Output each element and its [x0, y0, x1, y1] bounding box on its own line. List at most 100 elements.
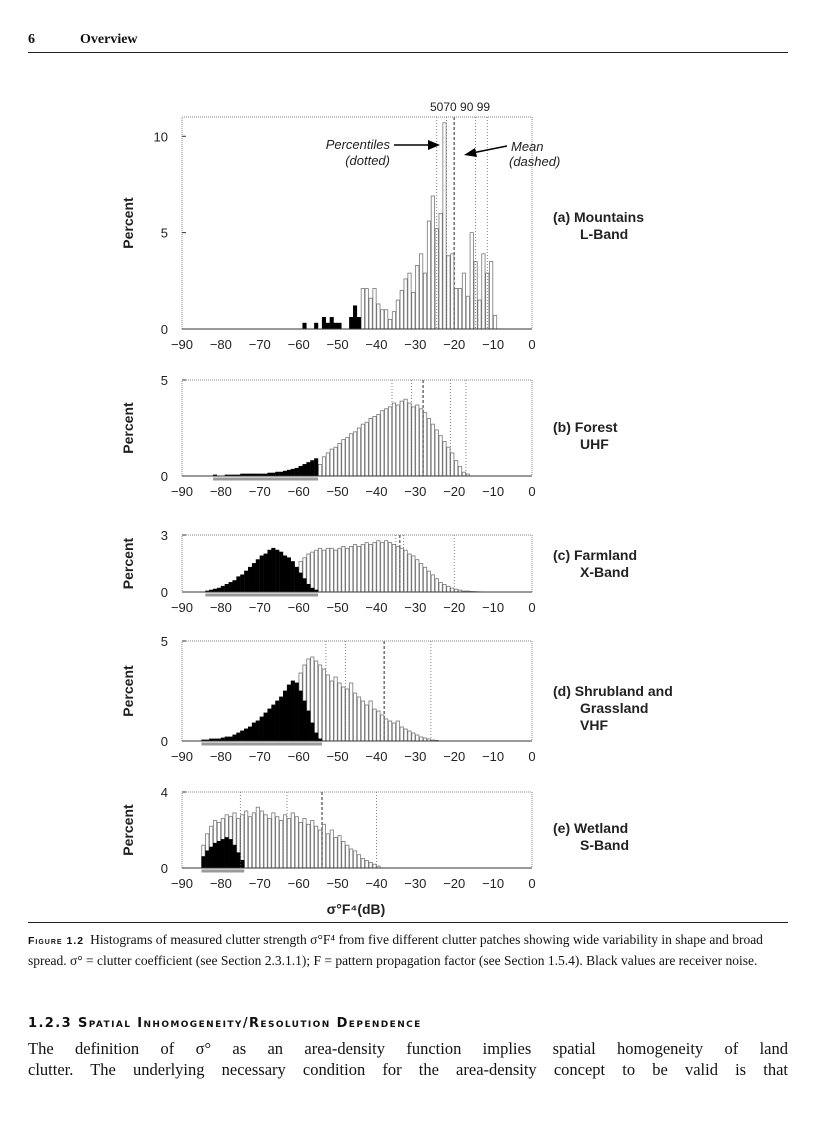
clutter-bar — [403, 728, 408, 742]
noise-bar — [310, 722, 315, 742]
clutter-bar — [407, 553, 412, 593]
clutter-bar — [321, 823, 326, 869]
clutter-bar — [321, 456, 326, 477]
clutter-bar — [407, 272, 412, 330]
clutter-bar — [419, 736, 424, 742]
clutter-bar — [477, 299, 482, 330]
noise-bar — [201, 856, 206, 869]
clutter-bar — [341, 686, 346, 742]
figure-histograms: −90 −80 −70 −60 −50 −40 −30 −20 −10 0 0 5 10 Percent −… — [120, 100, 560, 917]
clutter-bar — [368, 861, 373, 869]
clutter-bar — [465, 295, 470, 330]
body-line: The definition of σ° as an area-density … — [28, 1039, 788, 1058]
clutter-bar — [426, 570, 431, 593]
clutter-bar — [384, 408, 389, 477]
clutter-bar — [360, 423, 365, 477]
figure-rule — [28, 922, 788, 923]
clutter-bar — [286, 818, 291, 869]
clutter-bar — [341, 546, 346, 593]
clutter-bar — [446, 255, 451, 330]
noise-bar — [302, 464, 307, 477]
arrowhead-percentiles — [428, 140, 440, 150]
noise-bar — [244, 570, 249, 593]
clutter-bar — [403, 549, 408, 593]
noise-bar — [275, 471, 280, 477]
clutter-bar — [356, 696, 361, 742]
x-tick-label: −90 — [171, 337, 193, 352]
x-tick-label: −50 — [327, 337, 349, 352]
clutter-bar — [415, 264, 420, 330]
x-tick-label: −60 — [288, 600, 310, 615]
clutter-bar — [446, 446, 451, 477]
x-tick-label: −20 — [443, 600, 465, 615]
clutter-bar — [290, 812, 295, 869]
clutter-bar — [446, 585, 451, 593]
clutter-bar — [423, 566, 428, 593]
clutter-bar — [321, 668, 326, 742]
noise-bar — [255, 720, 260, 742]
clutter-bar — [430, 423, 435, 477]
clutter-bar — [353, 431, 358, 477]
histogram-panel-4 — [181, 791, 533, 873]
clutter-bar — [434, 429, 439, 477]
y-tick-label: 10 — [154, 129, 168, 144]
x-tick-label: −30 — [404, 337, 426, 352]
x-tick-label: −70 — [249, 600, 271, 615]
x-tick-label: −60 — [288, 484, 310, 499]
clutter-bar — [353, 544, 358, 593]
clutter-bar — [368, 544, 373, 593]
x-tick-label: −70 — [249, 876, 271, 891]
noise-bar — [290, 468, 295, 477]
clutter-bar — [426, 417, 431, 477]
noise-bar — [267, 708, 272, 742]
clutter-bar — [325, 674, 330, 742]
noise-bar — [286, 469, 291, 477]
x-tick-label: −70 — [249, 337, 271, 352]
clutter-bar — [434, 578, 439, 593]
clutter-bar — [442, 584, 447, 593]
clutter-bar — [267, 818, 272, 869]
x-tick-label: −10 — [482, 484, 504, 499]
y-tick-label: 0 — [161, 734, 168, 749]
clutter-bar — [345, 688, 350, 742]
y-axis-label: Percent — [120, 402, 136, 454]
panel-label-b: (b) Forest UHF — [553, 419, 618, 452]
annotation-percentiles-sub: (dotted) — [345, 153, 390, 168]
clutter-bar — [461, 471, 466, 477]
noise-bar — [321, 317, 326, 330]
clutter-bar — [458, 288, 463, 330]
clutter-bar — [399, 400, 404, 477]
x-tick-label: −20 — [443, 876, 465, 891]
annotation-percentiles: Percentiles — [326, 137, 391, 152]
clutter-bar — [411, 406, 416, 477]
x-tick-label: −60 — [288, 337, 310, 352]
clutter-bar — [454, 460, 459, 477]
x-tick-label: −80 — [210, 749, 232, 764]
noise-bar — [220, 839, 225, 869]
clutter-bar — [403, 278, 408, 330]
noise-bar — [236, 852, 241, 869]
clutter-bar — [415, 404, 420, 477]
clutter-bar — [403, 398, 408, 477]
noise-bar — [255, 559, 260, 593]
noise-bar — [298, 690, 303, 742]
x-tick-label: −90 — [171, 600, 193, 615]
panel-label-e: (e) Wetland S-Band — [553, 820, 629, 853]
clutter-bar — [438, 435, 443, 477]
clutter-bar — [314, 549, 319, 593]
noise-bar — [286, 684, 291, 742]
noise-bar — [236, 732, 241, 742]
histogram-panel-0 — [181, 116, 533, 330]
clutter-bar — [368, 700, 373, 742]
noise-bar — [302, 700, 307, 742]
noise-bar — [228, 736, 233, 742]
histogram-panel-3 — [181, 640, 533, 746]
clutter-bar — [430, 195, 435, 330]
clutter-bar — [430, 574, 435, 593]
clutter-bar — [298, 822, 303, 869]
clutter-bar — [485, 272, 490, 330]
clutter-bar — [399, 290, 404, 330]
x-tick-label: −80 — [210, 600, 232, 615]
noise-bar — [302, 322, 307, 330]
clutter-bar — [395, 299, 400, 330]
